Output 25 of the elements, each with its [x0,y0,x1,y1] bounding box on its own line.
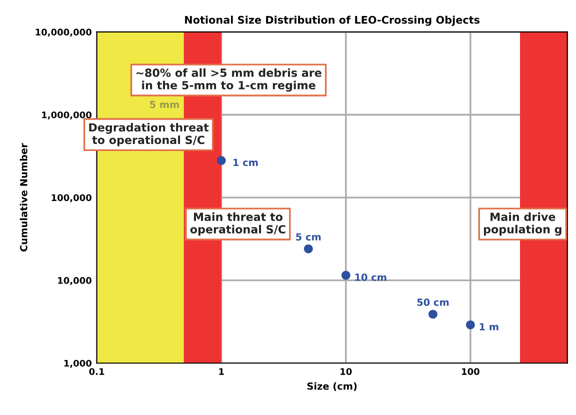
annotation: 5 mm [150,100,179,108]
point [341,270,350,280]
annotation: 10 cm [355,274,386,281]
x-tick-label: 10 [340,368,352,375]
y-tick-label: 100,000 [52,194,92,202]
chart-title: Notional Size Distribution of LEO-Crossing Objects [185,16,480,26]
x-axis-title: Size (cm) [307,382,357,391]
annotation: Main drive population g [484,212,562,236]
annotation: Main threat to operational S/C [190,212,286,236]
x-tick-label: 1 [219,368,224,375]
annotation: 5 cm [296,233,321,241]
x-tick-label: 0.1 [89,368,104,375]
x-tick-label: 100 [462,368,480,375]
annotation: 50 cm [417,298,449,306]
y-axis-title: Cumulative Number [20,143,28,252]
y-tick-label: 1,000 [64,360,92,368]
y-tick-label: 1,000,000 [42,111,92,120]
point [216,156,226,166]
annotation: 1 cm [234,158,258,166]
annotation: Degradation threat to operational S/C [89,122,209,146]
point [466,320,475,330]
annotation: ~80% of all >5 mm debris are in the 5-mm to 1-cm regime [136,68,322,92]
y-tick-label: 10,000,000 [36,28,92,37]
annotation: 1 m [480,323,498,330]
y-tick-label: 10,000 [58,277,92,286]
